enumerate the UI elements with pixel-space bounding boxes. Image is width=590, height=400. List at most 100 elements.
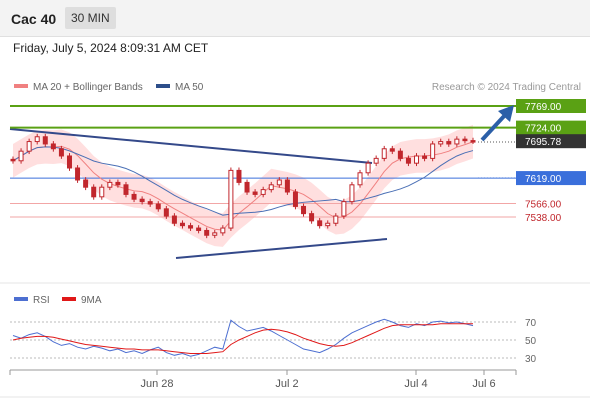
level-label-bg [516, 99, 586, 113]
candle-body [244, 181, 250, 193]
bollinger-band [13, 124, 473, 247]
candle-body [462, 138, 468, 142]
timeframe-button[interactable]: 30 MIN [65, 7, 116, 29]
candle-body [34, 136, 40, 143]
candle-body [292, 191, 298, 207]
uptrend-line [175, 238, 388, 259]
candle-body [163, 208, 169, 217]
candle-body [405, 157, 411, 164]
candle-body [196, 227, 202, 231]
rsi-ma-legend-label: 9MA [81, 295, 102, 306]
rsi-ma-line [12, 323, 473, 354]
ma50-legend-swatch [156, 84, 170, 88]
timestamp: Friday, July 5, 2024 8:09:31 AM CET [13, 41, 209, 55]
candle-body [301, 205, 307, 215]
level-label-resistance: 7769.00 [525, 102, 562, 113]
rsi-tick-label: 50 [525, 336, 537, 347]
candle-body [220, 227, 226, 234]
candle-body [204, 229, 210, 236]
level-labels: 7769.00 7724.00 7695.78 7619.00 7566.00 7538.… [516, 99, 586, 224]
candle-body [309, 213, 315, 222]
candle-body [422, 155, 428, 159]
rsi-tick-label: 70 [525, 318, 537, 329]
candle-body [381, 148, 387, 159]
candle-body [91, 186, 97, 198]
candle-body [373, 157, 379, 164]
candle-body [188, 225, 194, 229]
candle-body [317, 220, 323, 227]
candle-body [58, 148, 64, 157]
candle-body [42, 136, 48, 145]
candle-body [236, 169, 242, 183]
downtrend-line [9, 128, 373, 164]
candle-body [397, 150, 403, 159]
candle-body [115, 181, 121, 186]
level-lines [10, 105, 516, 218]
candle-body [10, 158, 16, 162]
x-tick-label: Jul 2 [275, 378, 298, 390]
level-label-bg [516, 120, 586, 135]
rsi-grid: 70 50 30 [10, 318, 537, 365]
candle-body [276, 179, 282, 186]
candle-body [470, 140, 476, 143]
ma20-legend-label: MA 20 + Bollinger Bands [33, 82, 143, 93]
candle-body [260, 189, 266, 195]
x-ticks: Jun 28 Jul 2 Jul 4 Jul 6 [9, 370, 517, 390]
candle-body [139, 198, 145, 203]
candle-body [349, 184, 355, 203]
rsi-ma-legend-swatch [62, 297, 76, 301]
ma50-legend-label: MA 50 [175, 82, 204, 93]
candle-body [75, 167, 81, 181]
level-label-bg [516, 134, 586, 149]
level-label-resistance: 7724.00 [525, 124, 562, 135]
candle-body [179, 222, 185, 227]
instrument-title: Cac 40 [11, 11, 57, 27]
candle-body [446, 141, 452, 145]
candle-body [438, 141, 444, 145]
candle-body [357, 172, 363, 186]
candle-body [26, 141, 32, 152]
candle-body [430, 143, 436, 159]
candle-body [171, 215, 177, 224]
candle-body [107, 181, 113, 188]
level-label-last: 7695.78 [525, 137, 562, 148]
level-label-bg [516, 171, 586, 186]
candle-body [123, 184, 129, 195]
x-tick-label: Jul 6 [472, 378, 495, 390]
forecast-arrow-shaft [480, 112, 508, 142]
candle-body [414, 155, 420, 164]
credit-text: Research © 2024 Trading Central [432, 82, 581, 93]
ma20-legend-swatch [14, 84, 28, 88]
candle-body [341, 201, 347, 217]
rsi-tick-label: 30 [525, 354, 537, 365]
candle-body [268, 184, 274, 191]
candle-body [333, 215, 339, 224]
candle-body [454, 138, 460, 145]
candle-body [50, 143, 56, 150]
level-label-support: 7566.00 [525, 200, 562, 211]
forecast-arrow-head [498, 105, 514, 122]
candle-body [18, 150, 24, 162]
candle-body [228, 169, 234, 229]
candles [10, 133, 476, 239]
candle-body [389, 148, 395, 152]
candle-body [212, 232, 218, 236]
candle-body [284, 179, 290, 193]
candle-body [365, 162, 371, 174]
x-tick-label: Jul 4 [404, 378, 427, 390]
rsi-line [12, 318, 474, 357]
level-label-pivot: 7619.00 [525, 174, 562, 185]
candle-body [252, 191, 258, 195]
candle-body [66, 155, 72, 169]
rsi-legend-label: RSI [33, 295, 50, 306]
candle-body [155, 203, 161, 210]
level-label-support: 7538.00 [525, 213, 562, 224]
candle-body [83, 179, 89, 188]
candle-body [131, 193, 137, 200]
candle-body [99, 186, 105, 198]
ma50-line [12, 146, 474, 216]
rsi-legend-swatch [14, 297, 28, 301]
x-tick-label: Jun 28 [140, 378, 173, 390]
ma20-line [12, 141, 474, 231]
